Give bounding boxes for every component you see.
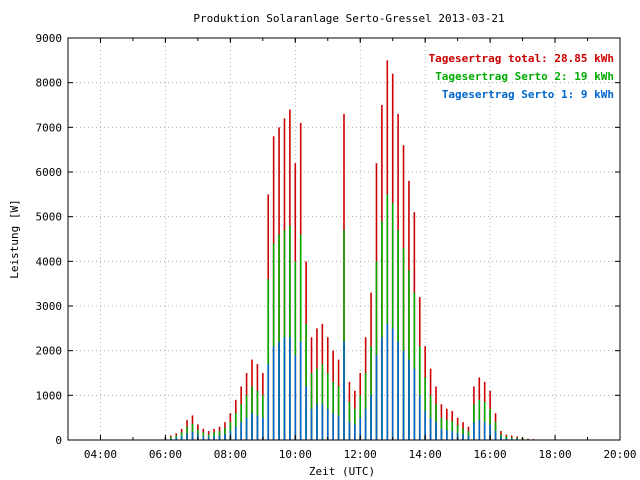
y-tick-label: 4000 xyxy=(36,255,63,268)
x-tick-label: 12:00 xyxy=(344,448,377,461)
y-tick-label: 6000 xyxy=(36,166,63,179)
x-tick-label: 04:00 xyxy=(84,448,117,461)
x-tick-label: 10:00 xyxy=(279,448,312,461)
y-tick-label: 1000 xyxy=(36,389,63,402)
y-tick-label: 7000 xyxy=(36,121,63,134)
y-axis-label: Leistung [W] xyxy=(8,199,21,278)
y-tick-label: 8000 xyxy=(36,77,63,90)
y-tick-label: 2000 xyxy=(36,345,63,358)
plot-frame xyxy=(67,37,621,441)
x-tick-label: 16:00 xyxy=(474,448,507,461)
x-tick-label: 14:00 xyxy=(409,448,442,461)
legend-entry-serto-2: Tagesertrag Serto 2: 19 kWh xyxy=(435,70,614,83)
bars-layer xyxy=(164,60,546,440)
ticks-layer: 04:00 06:00 08:00 10:00 12:00 14:00 16:00 18:00… xyxy=(36,32,637,461)
y-tick-label: 3000 xyxy=(36,300,63,313)
x-tick-label: 06:00 xyxy=(149,448,182,461)
y-tick-label: 5000 xyxy=(36,211,63,224)
y-tick-label: 0 xyxy=(55,434,62,447)
x-tick-label: 20:00 xyxy=(603,448,636,461)
chart-title: Produktion Solaranlage Serto-Gressel 201… xyxy=(193,12,504,25)
x-tick-label: 08:00 xyxy=(214,448,247,461)
y-tick-label: 9000 xyxy=(36,32,63,45)
legend-entry-serto-1: Tagesertrag Serto 1: 9 kWh xyxy=(442,88,614,101)
x-tick-label: 18:00 xyxy=(538,448,571,461)
legend-entry-total: Tagesertrag total: 28.85 kWh xyxy=(429,52,614,65)
x-axis-label: Zeit (UTC) xyxy=(309,465,375,478)
